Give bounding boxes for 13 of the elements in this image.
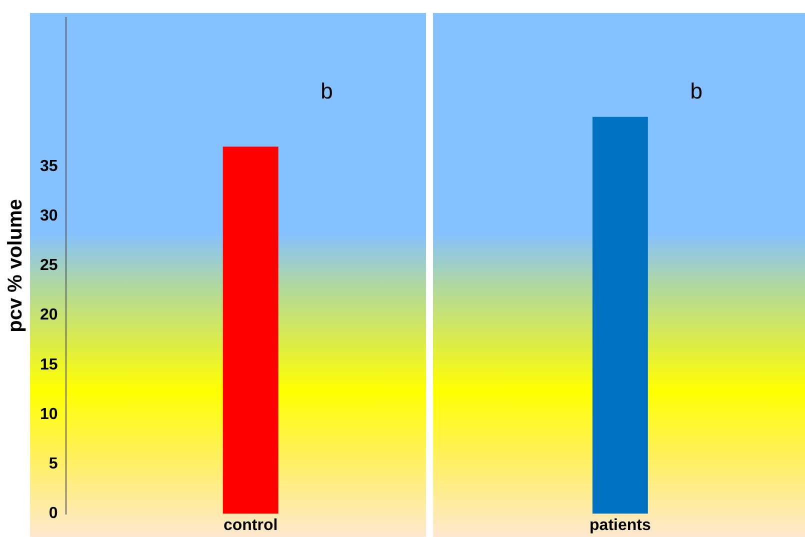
y-axis-title: pcv % volume bbox=[4, 199, 27, 332]
y-tick-label: 20 bbox=[40, 306, 58, 324]
y-tick-label: 15 bbox=[40, 356, 58, 374]
x-tick-label: control bbox=[223, 516, 278, 534]
y-tick-label: 25 bbox=[40, 257, 58, 274]
y-tick-label: 30 bbox=[40, 207, 58, 224]
annotation: b bbox=[690, 78, 702, 104]
x-tick-label: patients bbox=[590, 516, 651, 534]
y-tick-label: 0 bbox=[48, 505, 58, 522]
y-tick-label: 35 bbox=[40, 158, 58, 175]
annotation: b bbox=[320, 78, 333, 104]
y-tick-label: 5 bbox=[48, 456, 58, 473]
y-tick-label: 10 bbox=[40, 406, 58, 423]
